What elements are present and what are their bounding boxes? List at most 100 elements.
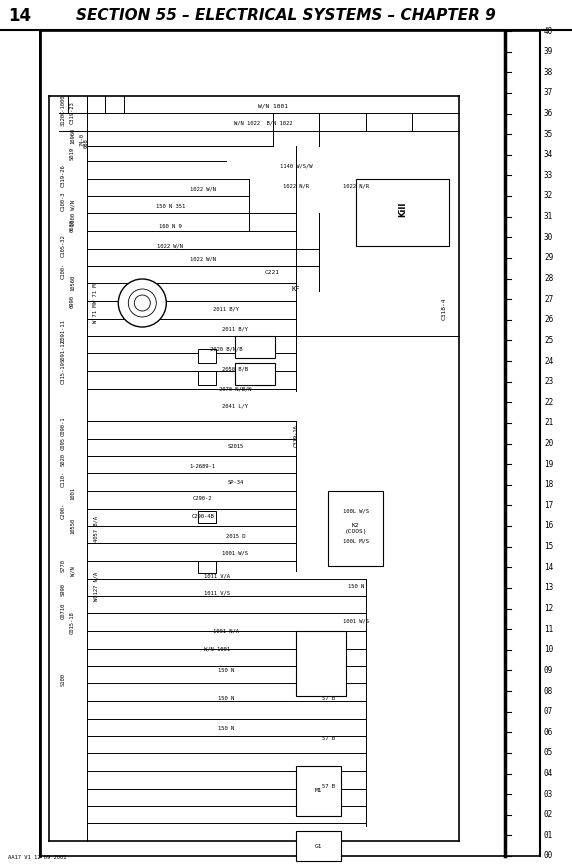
Text: C315-19: C315-19: [61, 362, 66, 385]
Text: C090-1: C090-1: [61, 417, 66, 436]
Text: 33: 33: [544, 171, 553, 180]
Text: C091-11: C091-11: [61, 320, 66, 342]
Text: 04: 04: [544, 769, 553, 778]
Bar: [235, 336, 275, 358]
Text: 32: 32: [544, 191, 553, 201]
Bar: [356, 179, 449, 246]
Text: C319-26: C319-26: [61, 165, 66, 187]
Text: 2011 B/Y: 2011 B/Y: [223, 326, 248, 332]
Text: Kill: Kill: [398, 201, 407, 216]
Bar: [296, 631, 345, 696]
Text: 160 N 9: 160 N 9: [159, 223, 181, 229]
Text: 1022 N/R: 1022 N/R: [283, 184, 309, 189]
Text: 1000 W/N: 1000 W/N: [70, 200, 75, 226]
Text: 150 N 351: 150 N 351: [156, 204, 185, 209]
Text: S020: S020: [61, 453, 66, 466]
Text: 02: 02: [544, 811, 553, 819]
Text: 08: 08: [544, 687, 553, 695]
Text: 15: 15: [544, 542, 553, 551]
Text: 1011 V/A: 1011 V/A: [204, 573, 230, 578]
Text: 24: 24: [544, 357, 553, 365]
Text: W 71 M: W 71 M: [93, 303, 98, 323]
Text: 3120: 3120: [61, 113, 66, 126]
Text: 36: 36: [544, 109, 553, 118]
Text: C290-4B: C290-4B: [192, 514, 214, 519]
Text: 35: 35: [544, 130, 553, 139]
Bar: [328, 491, 383, 566]
Bar: [198, 511, 216, 523]
Text: 10: 10: [544, 645, 553, 654]
Text: KF: KF: [292, 286, 300, 292]
Text: 1-2689-1: 1-2689-1: [190, 463, 216, 469]
Text: 34: 34: [544, 150, 553, 159]
Text: 31: 31: [544, 212, 553, 221]
Text: 2020 B/N/B: 2020 B/N/B: [210, 346, 243, 352]
Text: C290-: C290-: [61, 503, 66, 519]
Text: 03: 03: [544, 790, 553, 798]
Text: 1001: 1001: [70, 487, 75, 500]
Text: 11: 11: [544, 624, 553, 634]
Text: 150 N: 150 N: [218, 669, 234, 674]
Text: 21: 21: [544, 418, 553, 428]
Text: 2070 N/B/N: 2070 N/B/N: [219, 386, 252, 391]
Text: C100-3: C100-3: [61, 191, 66, 210]
Text: 10550: 10550: [70, 518, 75, 534]
Text: 00: 00: [544, 851, 553, 861]
Text: 07: 07: [544, 708, 553, 716]
Text: C100-: C100-: [61, 263, 66, 279]
Bar: [296, 766, 341, 816]
Text: 1022 W/N: 1022 W/N: [157, 243, 183, 249]
Text: 088: 088: [84, 138, 89, 148]
Text: 150 N: 150 N: [348, 584, 364, 589]
Text: 01: 01: [544, 830, 553, 840]
Bar: [235, 363, 275, 385]
Text: M1: M1: [315, 789, 322, 793]
Text: W/N 1001: W/N 1001: [257, 104, 288, 108]
Text: S2015: S2015: [227, 443, 244, 449]
Text: S100: S100: [61, 673, 66, 686]
Text: C015-18: C015-18: [70, 611, 75, 635]
Text: 74-0: 74-0: [80, 132, 84, 145]
Text: 14: 14: [8, 7, 31, 25]
Text: 22: 22: [544, 397, 553, 407]
Text: C105-32: C105-32: [61, 235, 66, 257]
Bar: [198, 349, 216, 363]
Text: 14: 14: [544, 563, 553, 572]
Text: 57 B: 57 B: [322, 784, 335, 789]
Text: SECTION 55 – ELECTRICAL SYSTEMS – CHAPTER 9: SECTION 55 – ELECTRICAL SYSTEMS – CHAPTE…: [76, 9, 496, 23]
Circle shape: [118, 279, 166, 327]
Text: 1001 N/A: 1001 N/A: [213, 629, 239, 634]
Text: C290-2: C290-2: [193, 496, 213, 501]
Text: 10960: 10960: [70, 128, 75, 144]
Text: 2041 L/Y: 2041 L/Y: [223, 404, 248, 409]
Text: 06: 06: [544, 727, 553, 737]
Text: 57 B: 57 B: [322, 736, 335, 741]
Text: C095: C095: [61, 436, 66, 449]
Text: 37: 37: [544, 88, 553, 97]
Text: 2015 D: 2015 D: [225, 533, 245, 539]
Text: 57 B: 57 B: [322, 696, 335, 701]
Text: K2
(COOS): K2 (COOS): [344, 523, 367, 534]
Text: W/N 1001: W/N 1001: [204, 647, 230, 651]
Bar: [198, 371, 216, 385]
Text: 13: 13: [544, 584, 553, 592]
Text: 10560: 10560: [70, 275, 75, 291]
Text: 0990: 0990: [70, 294, 75, 307]
Text: 100L M/S: 100L M/S: [343, 539, 369, 544]
Text: 1001 W/S: 1001 W/S: [223, 551, 248, 555]
Text: 1001 W/S: 1001 W/S: [343, 618, 369, 624]
Text: 40: 40: [544, 27, 553, 36]
Text: 05: 05: [544, 748, 553, 758]
Text: 23: 23: [544, 377, 553, 386]
Text: 19: 19: [544, 460, 553, 469]
Text: 1140 W/S/W: 1140 W/S/W: [280, 164, 312, 169]
Text: W/N: W/N: [70, 566, 75, 576]
Text: S019: S019: [70, 146, 75, 159]
Text: 1022 W/N: 1022 W/N: [190, 256, 216, 262]
Text: 38: 38: [544, 68, 553, 77]
Text: 27: 27: [544, 294, 553, 304]
Text: S990: S990: [61, 583, 66, 596]
Text: 4057 B/A: 4057 B/A: [93, 516, 98, 542]
Text: 30: 30: [544, 233, 553, 242]
Text: 39: 39: [544, 47, 553, 56]
